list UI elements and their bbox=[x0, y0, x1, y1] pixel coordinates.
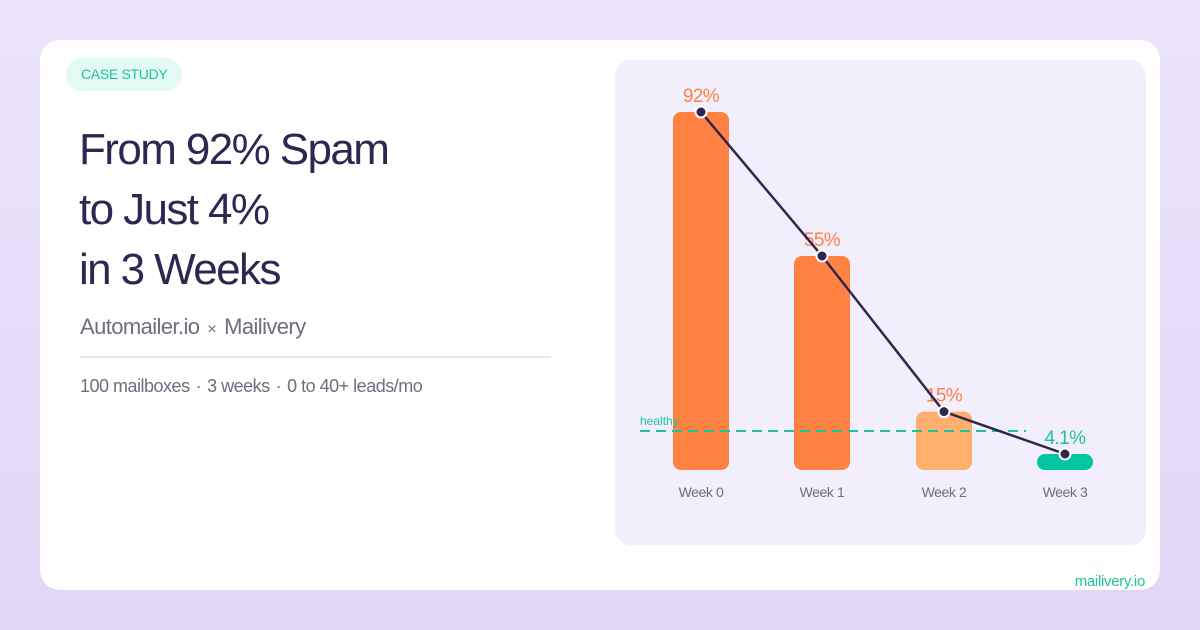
case-study-card: CASE STUDY From 92% Spam to Just 4% in 3… bbox=[40, 40, 1160, 590]
value-label: 4.1% bbox=[1045, 428, 1087, 449]
dot-separator: · bbox=[195, 376, 202, 396]
headline-line: in 3 Weeks bbox=[79, 245, 281, 294]
bar-week-2 bbox=[916, 411, 972, 470]
headline-line: From 92% Spam bbox=[79, 125, 390, 174]
partner-right: Mailivery bbox=[224, 314, 306, 339]
x-axis-label: Week 2 bbox=[922, 484, 967, 500]
trend-point bbox=[694, 105, 708, 119]
stat-mailboxes: 100 mailboxes bbox=[80, 376, 190, 396]
spam-rate-chart: Week 0 Week 1 Week 2 Week 3healthy92%55%15%… bbox=[640, 86, 1093, 500]
partners-line: Automailer.io × Mailivery bbox=[80, 314, 306, 340]
trend-point bbox=[815, 249, 829, 263]
healthy-label: healthy bbox=[640, 414, 679, 428]
chart-panel: Week 0 Week 1 Week 2 Week 3 healthy 92% 55% 15%… bbox=[615, 60, 1146, 545]
headline-line: to Just 4% bbox=[79, 185, 270, 234]
stat-leads: 0 to 40+ leads/mo bbox=[287, 376, 423, 396]
times-icon: × bbox=[207, 321, 217, 338]
trend-line bbox=[700, 111, 1066, 456]
brand-url: mailivery.io bbox=[1074, 573, 1146, 590]
dot-separator: · bbox=[275, 376, 282, 396]
divider bbox=[80, 356, 551, 358]
bar-week-3 bbox=[1037, 454, 1093, 470]
headline: From 92% Spam to Just 4% in 3 Weeks bbox=[79, 120, 579, 300]
x-axis-label: Week 1 bbox=[800, 484, 845, 500]
value-label: 92% bbox=[683, 86, 720, 107]
stat-duration: 3 weeks bbox=[207, 376, 270, 396]
trend-point bbox=[937, 405, 951, 419]
trend-point bbox=[1058, 447, 1072, 461]
bar-week-1 bbox=[794, 255, 850, 470]
partner-left: Automailer.io bbox=[80, 314, 200, 339]
x-axis-label: Week 3 bbox=[1043, 484, 1088, 500]
bar-week-0 bbox=[673, 112, 729, 470]
case-study-badge: CASE STUDY bbox=[66, 58, 183, 91]
x-axis-label: Week 0 bbox=[679, 484, 724, 500]
stats-line: 100 mailboxes · 3 weeks · 0 to 40+ leads/mo bbox=[80, 376, 423, 397]
